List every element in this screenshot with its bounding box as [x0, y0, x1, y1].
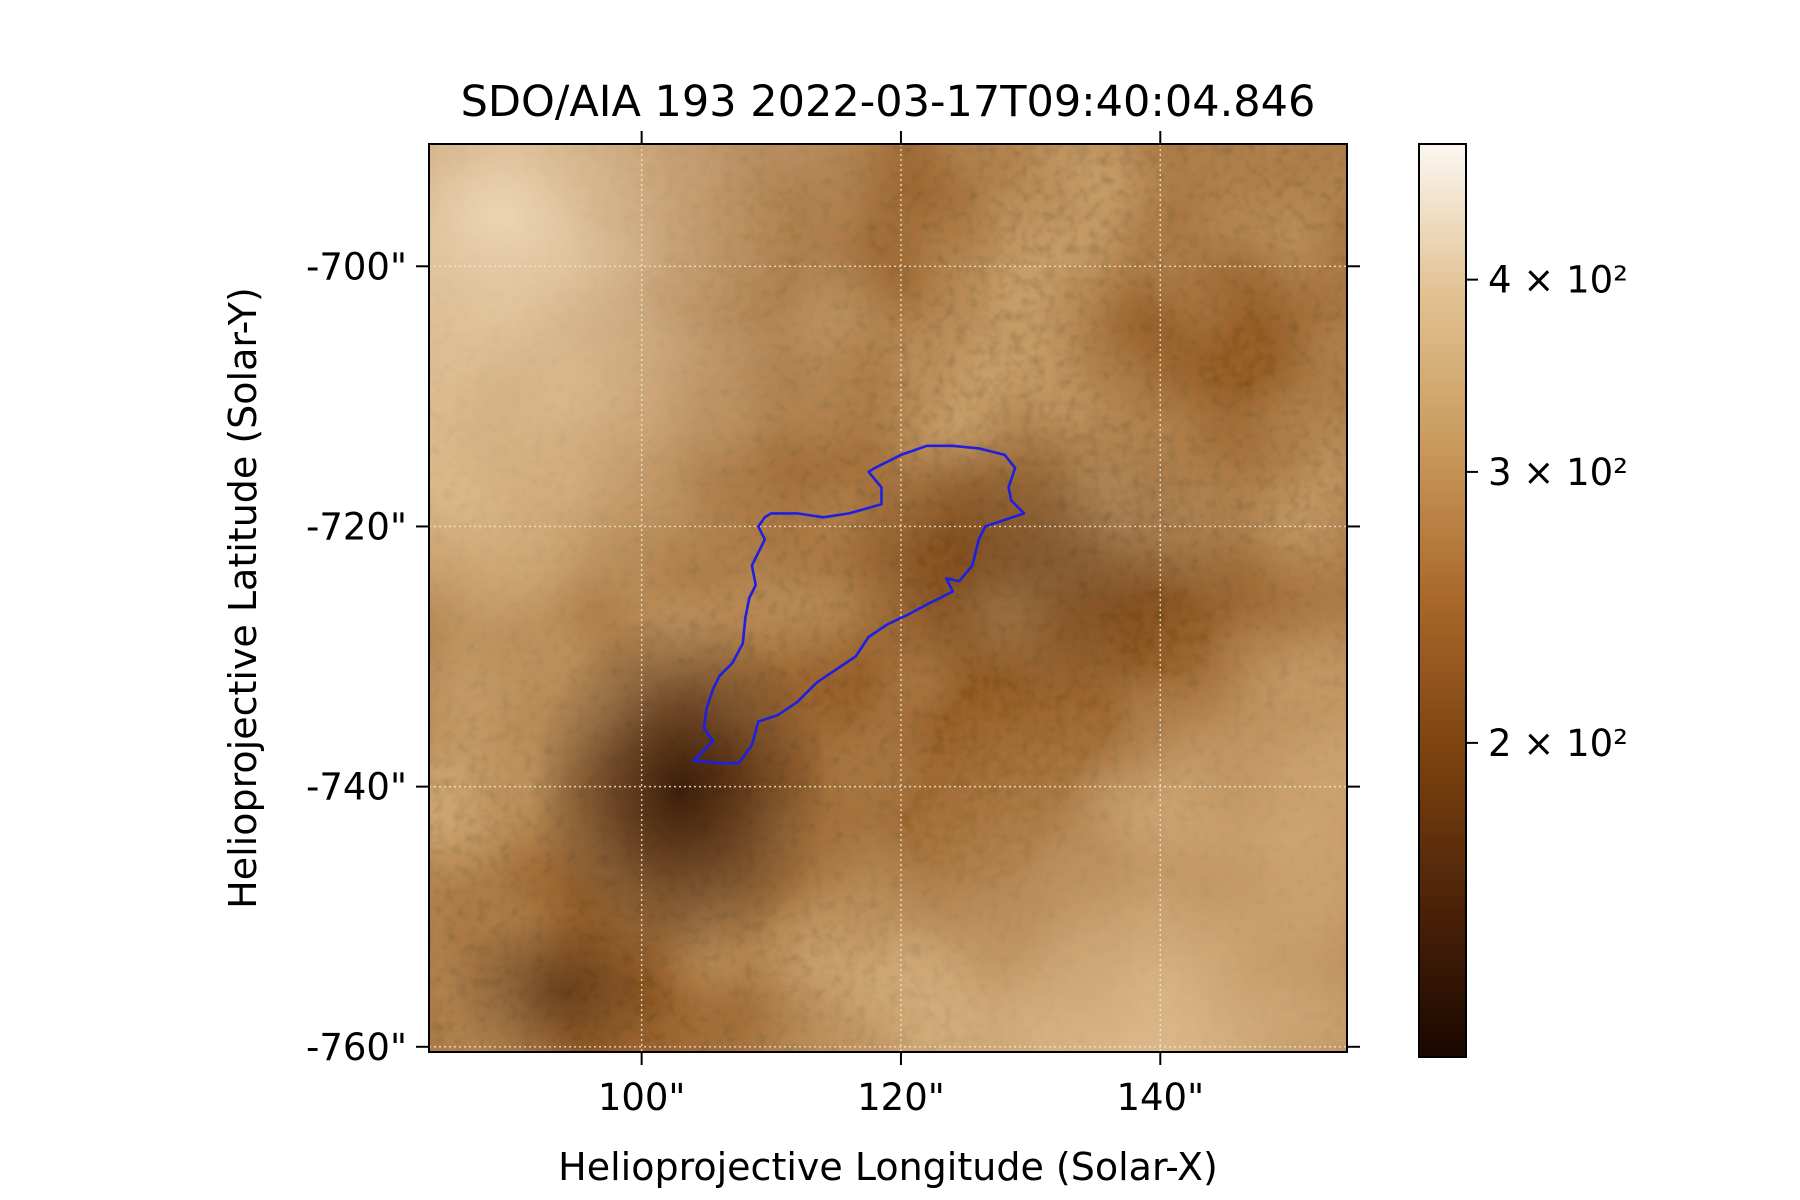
- colorbar-tick-label-1: 3 × 10²: [1488, 451, 1628, 494]
- colorbar-ticks: 2 × 10² 3 × 10² 4 × 10²: [1466, 259, 1628, 765]
- chart-title: SDO/AIA 193 2022-03-17T09:40:04.846: [461, 77, 1316, 127]
- y-tick-label-3: -760": [306, 1026, 407, 1069]
- y-tick-label-1: -720": [306, 505, 407, 548]
- contour-outline: [692, 444, 1026, 765]
- y-tick-label-2: -740": [306, 766, 407, 809]
- y-axis-label: Helioprojective Latitude (Solar-Y): [221, 287, 265, 909]
- solar-image: [429, 144, 1347, 1052]
- y-axis-ticks: -700" -720" -740" -760": [306, 245, 1360, 1069]
- x-axis-ticks: 100" 120" 140": [598, 131, 1204, 1119]
- colorbar-tick-label-0: 2 × 10²: [1488, 722, 1628, 765]
- colorbar-tick-label-2: 4 × 10²: [1488, 259, 1628, 302]
- colorbar: 2 × 10² 3 × 10² 4 × 10²: [1418, 143, 1628, 1058]
- x-tick-label-1: 120": [857, 1076, 945, 1119]
- colorbar-gradient: [1418, 143, 1467, 1058]
- x-tick-label-0: 100": [598, 1076, 686, 1119]
- y-tick-label-0: -700": [306, 245, 407, 288]
- x-axis-label: Helioprojective Longitude (Solar-X): [558, 1145, 1218, 1189]
- x-tick-label-2: 140": [1116, 1076, 1204, 1119]
- plot-frame: [428, 143, 1348, 1053]
- grid-lines: [429, 144, 1347, 1052]
